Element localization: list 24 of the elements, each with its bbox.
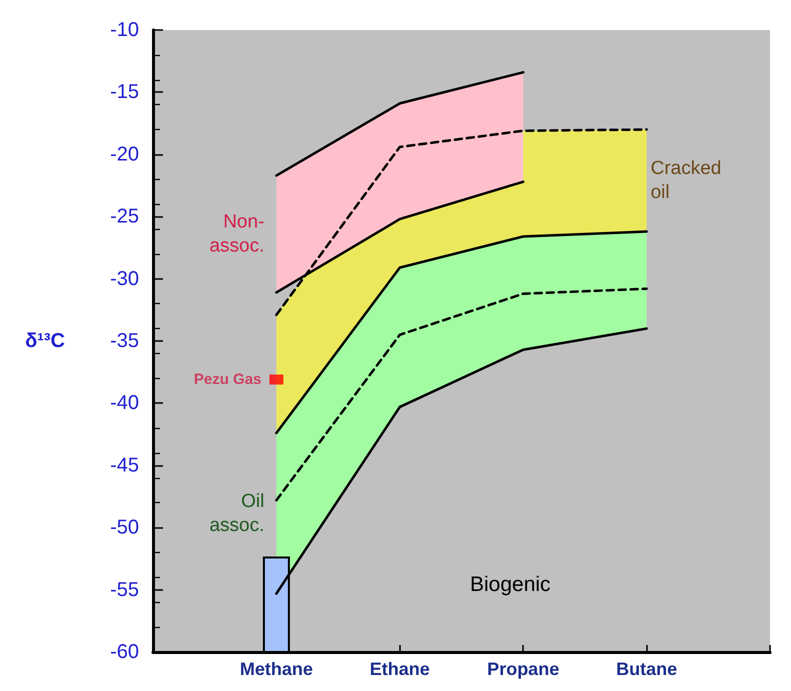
- x-tick-label: Methane: [240, 659, 313, 679]
- series-label: Pezu Gas: [194, 371, 262, 388]
- annotation: Biogenic: [470, 573, 551, 596]
- line-series: [275, 128, 648, 316]
- y-tick-label: -25: [110, 206, 139, 228]
- y-tick-label: -45: [110, 454, 139, 476]
- x-tick-label: Butane: [616, 659, 678, 679]
- y-tick-label: -55: [110, 578, 139, 601]
- y-tick-label: -15: [110, 81, 139, 104]
- x-tick-label: Propane: [487, 659, 560, 679]
- line-series: [275, 288, 648, 502]
- x-tick-label: Ethane: [370, 659, 430, 679]
- line-series: [275, 230, 648, 434]
- y-axis-title: δ¹³C: [25, 330, 65, 352]
- y-tick-label: -20: [110, 143, 139, 166]
- y-tick-label: -35: [110, 330, 139, 352]
- y-tick-label: -50: [110, 516, 139, 539]
- series-label: Non-assoc.: [209, 212, 264, 257]
- y-tick-label: -40: [110, 392, 139, 414]
- y-tick-label: -10: [110, 19, 139, 41]
- y-tick-label: -60: [110, 641, 139, 663]
- series-label: Cracked oil: [650, 158, 722, 204]
- y-tick-label: -30: [110, 268, 139, 290]
- series-label: Oil assoc.: [209, 490, 264, 536]
